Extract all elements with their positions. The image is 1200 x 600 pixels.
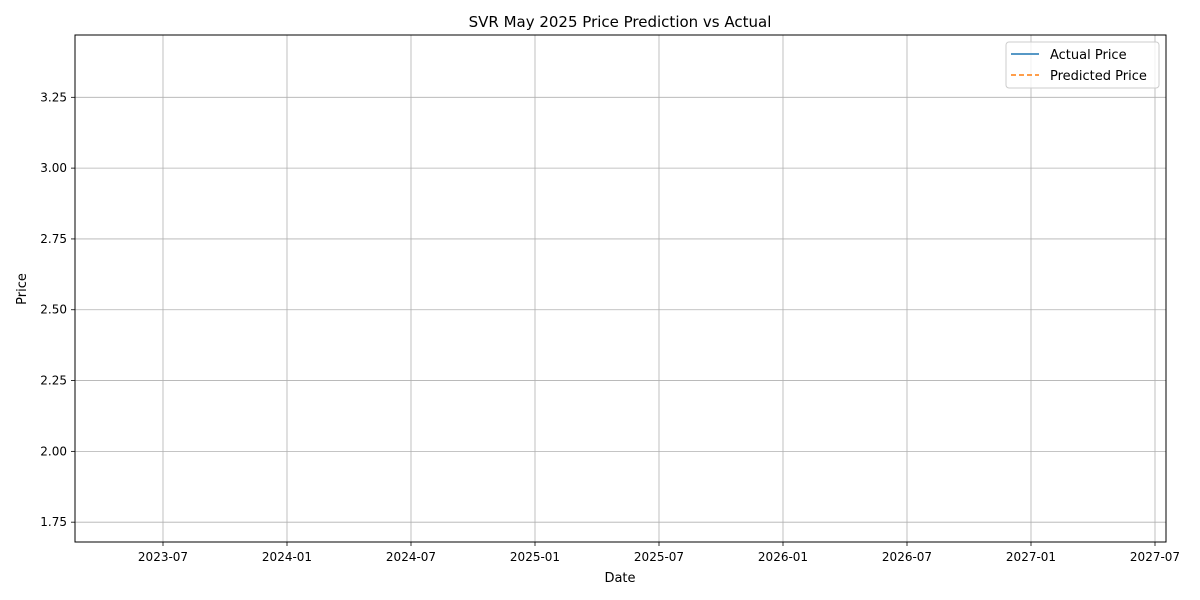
x-tick-label: 2026-07 — [882, 550, 932, 564]
x-tick-label: 2026-01 — [758, 550, 808, 564]
x-tick-label: 2027-01 — [1006, 550, 1056, 564]
y-axis-label: Price — [15, 273, 30, 305]
x-tick-label: 2027-07 — [1130, 550, 1180, 564]
y-tick-label: 2.00 — [40, 444, 67, 458]
y-tick-label: 3.00 — [40, 161, 67, 175]
y-tick-label: 2.75 — [40, 232, 67, 246]
x-tick-label: 2023-07 — [138, 550, 188, 564]
axis-ticks: 2023-07 2024-01 2024-07 2025-01 2025-07 2026-… — [40, 90, 1180, 564]
legend-label-predicted-price: Predicted Price — [1050, 69, 1147, 84]
plot-frame — [74, 34, 1167, 543]
x-tick-label: 2024-01 — [262, 550, 312, 564]
chart-title: SVR May 2025 Price Prediction vs Actual — [469, 13, 772, 31]
x-axis-label: Date — [604, 571, 635, 586]
y-tick-label: 2.50 — [40, 303, 67, 317]
x-tick-label: 2024-07 — [386, 550, 436, 564]
y-tick-label: 3.25 — [40, 90, 67, 104]
legend-box — [1005, 41, 1160, 89]
grid — [75, 35, 1166, 542]
x-tick-label: 2025-07 — [634, 550, 684, 564]
x-tick-label: 2025-01 — [510, 550, 560, 564]
y-tick-label: 1.75 — [40, 515, 67, 529]
legend-label-actual-price: Actual Price — [1050, 48, 1127, 63]
y-tick-label: 2.25 — [40, 374, 67, 388]
legend: Actual Price Predicted Price — [1005, 41, 1160, 89]
